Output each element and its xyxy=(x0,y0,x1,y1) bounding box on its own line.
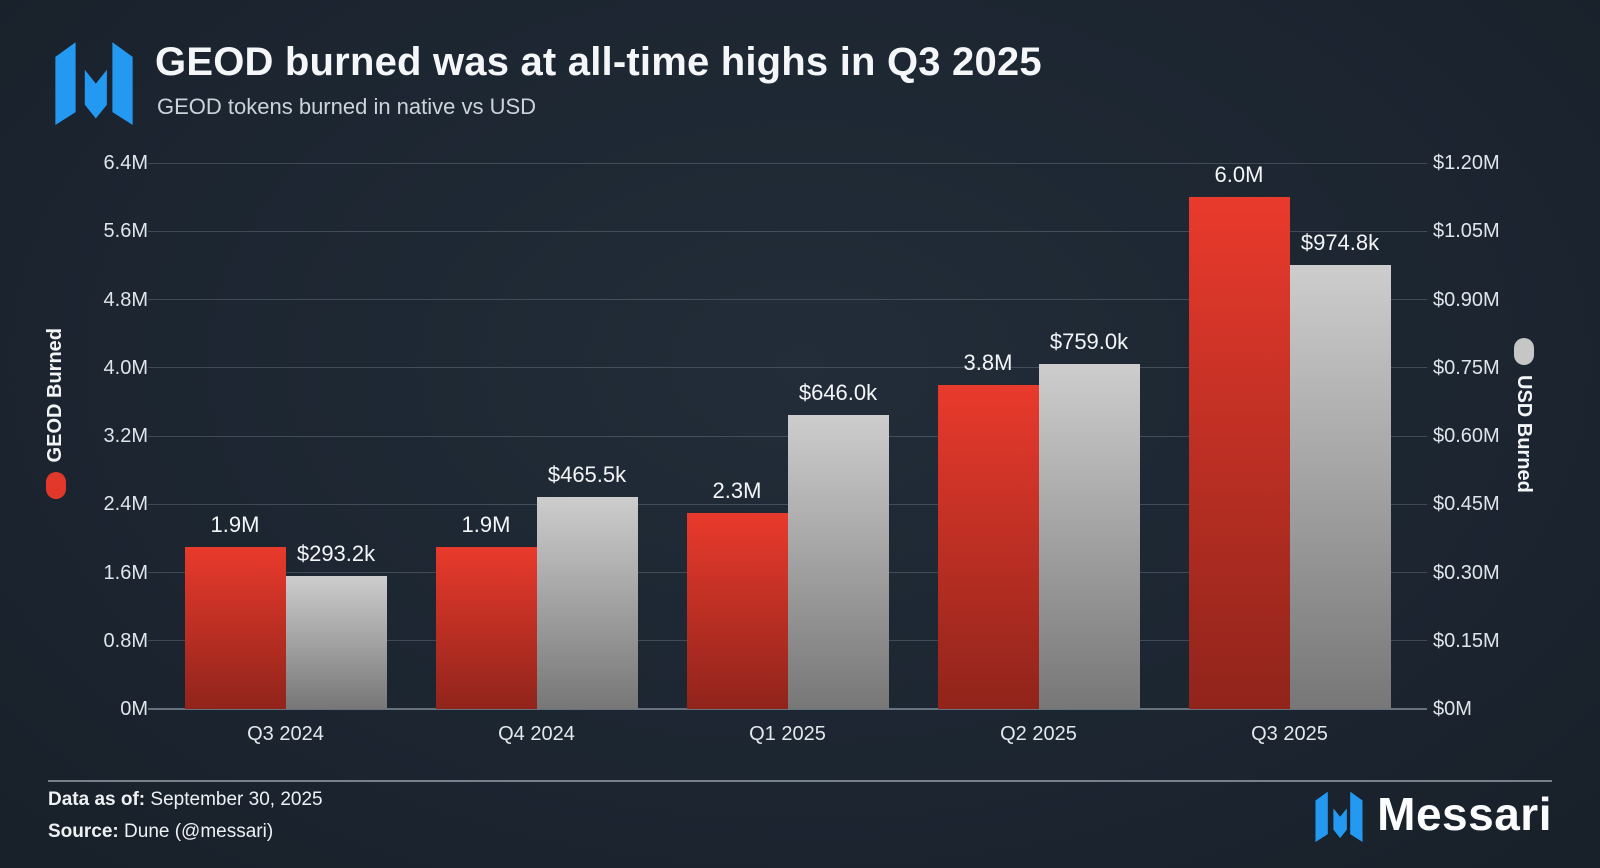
left-axis-tick: 2.4M xyxy=(103,493,148,516)
usd-value-label: $465.5k xyxy=(547,462,627,488)
right-axis-tick: $1.20M xyxy=(1433,152,1500,174)
geod-value-label: 6.0M xyxy=(1214,162,1264,188)
category-label: Q2 2025 xyxy=(1000,723,1077,745)
source: Source: Dune (@messari) xyxy=(48,821,273,843)
usd-value-label: $293.2k xyxy=(296,540,376,566)
usd-value-label: $974.8k xyxy=(1300,230,1380,256)
data-as-of: Data as of: September 30, 2025 xyxy=(48,789,323,811)
left-axis-tick: 4.0M xyxy=(103,356,148,379)
right-axis-legend: USD Burned xyxy=(1512,338,1535,493)
right-axis-tick: $0.15M xyxy=(1433,629,1500,652)
usd-value-label: $646.0k xyxy=(798,380,878,406)
geod-legend-swatch xyxy=(45,472,66,500)
left-axis-tick: 4.8M xyxy=(103,288,148,311)
usd-bar xyxy=(787,415,889,709)
right-axis-ticks: $1.20M $1.05M $0.90M $0.75M $0.60M $0.45M $0.3… xyxy=(1433,152,1553,720)
gridline xyxy=(148,162,1427,164)
left-axis-tick: 3.2M xyxy=(103,425,148,447)
source-value: Dune (@messari) xyxy=(118,821,274,842)
usd-legend-swatch xyxy=(1513,338,1534,365)
messari-wordmark: Messari xyxy=(1377,788,1552,840)
chart-title: GEOD burned was at all-time highs in Q3 … xyxy=(155,40,1042,84)
data-as-of-value: September 30, 2025 xyxy=(145,789,323,810)
geod-bar xyxy=(435,546,537,709)
left-axis-tick: 6.4M xyxy=(103,152,148,174)
geod-bar xyxy=(686,512,788,709)
left-axis-tick: 1.6M xyxy=(103,561,148,584)
right-axis-tick: $0M xyxy=(1433,698,1472,720)
gridline xyxy=(148,230,1427,232)
usd-bar xyxy=(536,497,638,709)
gridline xyxy=(148,299,1427,300)
right-axis-tick: $0.60M xyxy=(1433,425,1500,447)
geod-bar xyxy=(937,384,1039,709)
category-label: Q4 2024 xyxy=(498,723,575,745)
right-axis-tick: $0.75M xyxy=(1433,356,1500,379)
geod-value-label: 1.9M xyxy=(210,511,260,537)
right-axis-tick: $1.05M xyxy=(1433,220,1500,243)
usd-bar xyxy=(285,575,387,709)
messari-logo-icon xyxy=(55,42,133,125)
footer-divider xyxy=(48,780,1552,782)
geod-value-label: 3.8M xyxy=(963,349,1013,375)
usd-bar xyxy=(1038,363,1140,709)
x-axis-baseline xyxy=(148,708,1427,710)
right-axis-title: USD Burned xyxy=(1513,375,1535,493)
usd-bar xyxy=(1289,265,1391,709)
left-axis-tick: 0M xyxy=(120,698,148,720)
brand-lockup: Messari xyxy=(1311,786,1552,842)
geod-value-label: 2.3M xyxy=(712,477,762,503)
usd-value-label: $759.0k xyxy=(1049,328,1129,354)
right-axis-tick: $0.90M xyxy=(1433,288,1500,311)
geod-bar xyxy=(1188,197,1290,709)
left-axis-tick: 5.6M xyxy=(103,220,148,243)
chart-subtitle: GEOD tokens burned in native vs USD xyxy=(157,94,537,119)
left-axis-title: GEOD Burned xyxy=(44,328,66,463)
left-axis-ticks: 6.4M 5.6M 4.8M 4.0M 3.2M 2.4M 1.6M 0.8M 0M xyxy=(48,152,148,720)
right-axis-tick: $0.45M xyxy=(1433,493,1500,516)
source-label: Source: xyxy=(48,821,119,842)
data-as-of-label: Data as of: xyxy=(48,789,146,810)
category-label: Q3 2025 xyxy=(1251,723,1328,745)
category-label: Q3 2024 xyxy=(247,723,324,745)
left-axis-legend: GEOD Burned xyxy=(44,328,67,500)
geod-bar xyxy=(184,546,286,709)
left-axis-tick: 0.8M xyxy=(103,629,148,652)
messari-footer-logo-icon xyxy=(1315,791,1363,842)
gridline xyxy=(148,367,1427,369)
plot-area: 1.9M $293.2k Q3 2024 1.9M $465.5k Q4 2024 2.3M… xyxy=(148,162,1427,745)
geod-value-label: 1.9M xyxy=(461,511,511,537)
right-axis-tick: $0.30M xyxy=(1433,561,1500,584)
category-label: Q1 2025 xyxy=(749,723,826,745)
